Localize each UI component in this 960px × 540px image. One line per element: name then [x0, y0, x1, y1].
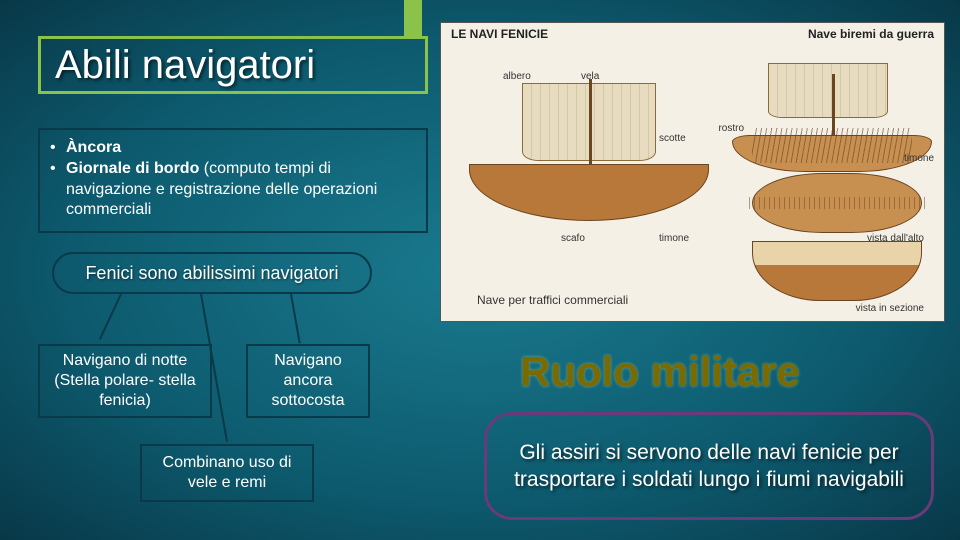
label-commerciale: Nave per traffici commerciali	[477, 293, 628, 307]
label-vela: vela	[581, 71, 599, 82]
main-pill: Fenici sono abilissimi navigatori	[52, 252, 372, 294]
ship-header-right: Nave biremi da guerra	[808, 27, 934, 41]
bullet-2-bold: Giornale di bordo	[66, 160, 199, 177]
label-timone: timone	[904, 153, 934, 164]
right-pill-text: Gli assiri si servono delle navi fenicie…	[503, 439, 915, 494]
bullet-1: Àncora	[50, 138, 416, 159]
box-coast-text: Navigano ancora sottocosta	[256, 351, 360, 411]
label-sezione: vista in sezione	[856, 303, 924, 314]
label-timone2: timone	[659, 233, 689, 244]
war-ship	[732, 57, 932, 172]
bullets-box: Àncora Giornale di bordo (computo tempi …	[38, 128, 428, 233]
label-scotte: scotte	[659, 133, 686, 144]
merchant-mast	[589, 79, 592, 177]
bullet-1-bold: Àncora	[66, 139, 121, 156]
box-sails: Combinano uso di vele e remi	[140, 444, 314, 502]
main-pill-text: Fenici sono abilissimi navigatori	[85, 263, 338, 284]
box-sails-text: Combinano uso di vele e remi	[150, 453, 304, 493]
box-coast: Navigano ancora sottocosta	[246, 344, 370, 418]
sectionview-shape	[752, 241, 922, 301]
slide: Abili navigatori Àncora Giornale di bord…	[0, 0, 960, 540]
connector-1	[99, 294, 122, 340]
label-scafo: scafo	[561, 233, 585, 244]
merchant-ship	[469, 71, 709, 221]
bullet-2: Giornale di bordo (computo tempi di navi…	[50, 159, 416, 221]
war-oars	[752, 128, 912, 163]
merchant-hull	[469, 164, 709, 221]
ship-diagram: LE NAVI FENICIE Nave biremi da guerra al…	[440, 22, 945, 322]
label-albero: albero	[503, 71, 531, 82]
box-night-text: Navigano di notte (Stella polare- stella…	[48, 351, 202, 411]
topview-shape	[752, 173, 922, 233]
accent-tab	[404, 0, 422, 38]
war-sail	[768, 63, 888, 118]
ship-top-view	[752, 173, 922, 233]
slide-title: Abili navigatori	[55, 43, 315, 88]
box-night: Navigano di notte (Stella polare- stella…	[38, 344, 212, 418]
right-pill: Gli assiri si servono delle navi fenicie…	[484, 412, 934, 520]
ship-header: LE NAVI FENICIE Nave biremi da guerra	[441, 27, 944, 41]
label-rostro: rostro	[718, 123, 744, 134]
title-box: Abili navigatori	[38, 36, 428, 94]
right-title: Ruolo militare	[520, 348, 800, 396]
ship-header-left: LE NAVI FENICIE	[451, 27, 548, 41]
ship-section-view	[752, 241, 922, 301]
connector-3	[290, 294, 301, 344]
